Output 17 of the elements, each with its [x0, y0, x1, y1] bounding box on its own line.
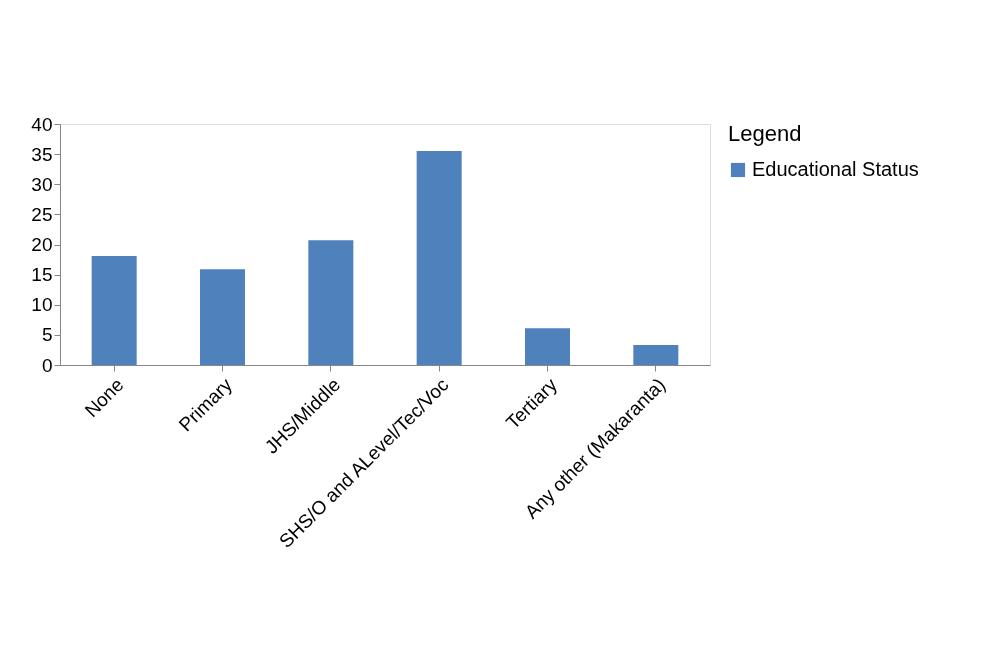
bar	[525, 328, 570, 365]
y-tick-label: 35	[31, 143, 53, 165]
y-tick-label: 5	[41, 324, 53, 346]
y-tick-label: 40	[31, 113, 53, 135]
y-tick-label: 0	[41, 354, 53, 376]
legend-label: Educational Status	[752, 158, 919, 180]
bar	[200, 269, 245, 365]
bar	[91, 255, 137, 365]
legend-title: Legend	[728, 121, 802, 146]
bar	[416, 151, 462, 365]
y-tick-label: 20	[31, 234, 53, 255]
y-tick-label: 25	[31, 203, 53, 225]
y-tick-label: 10	[31, 294, 53, 316]
bar	[633, 345, 679, 365]
y-tick-label: 15	[31, 264, 53, 286]
y-tick-label: 30	[31, 173, 53, 195]
bar	[308, 240, 354, 365]
